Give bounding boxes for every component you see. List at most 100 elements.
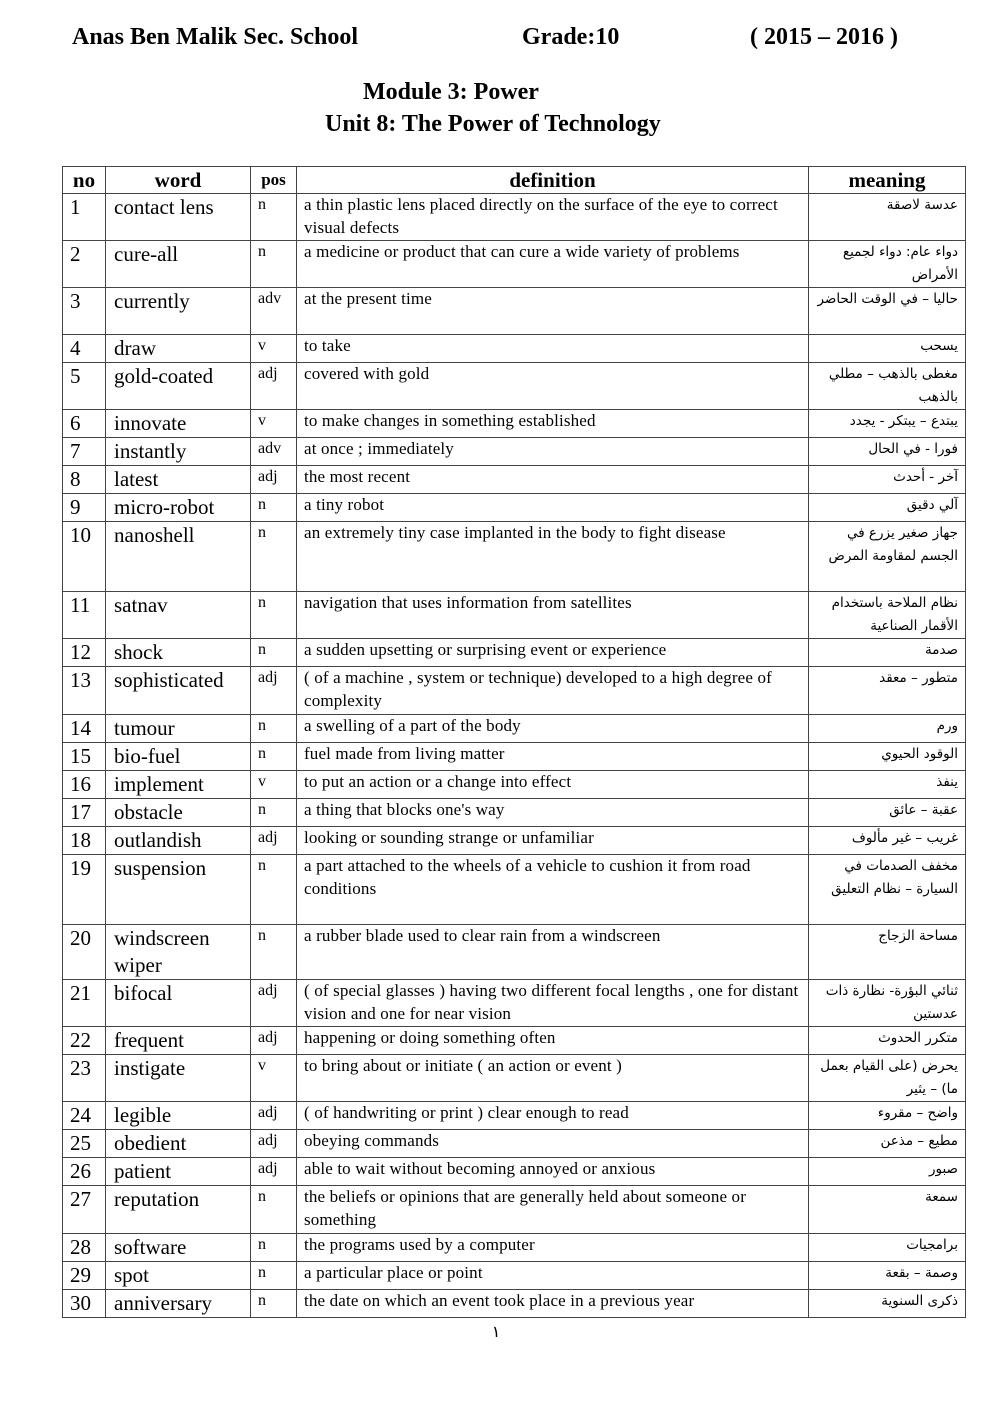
cell-definition: at once ; immediately [296,437,809,466]
cell-pos: n [250,924,297,980]
cell-pos: adj [250,666,297,715]
cell-no: 30 [62,1289,106,1318]
cell-word: instantly [105,437,251,466]
table-row: 16 implement v to put an action or a change… [62,770,966,799]
cell-meaning: واضح – مقروء [808,1101,966,1130]
cell-word: nanoshell [105,521,251,592]
cell-no: 5 [62,362,106,410]
cell-meaning: مغطى بالذهب – مطلي بالذهب [808,362,966,410]
cell-word: implement [105,770,251,799]
cell-pos: adj [250,979,297,1027]
cell-word: draw [105,334,251,363]
cell-word: sophisticated [105,666,251,715]
cell-no: 17 [62,798,106,827]
cell-pos: v [250,334,297,363]
cell-definition: to take [296,334,809,363]
cell-word: micro-robot [105,493,251,522]
cell-definition: a rubber blade used to clear rain from a… [296,924,809,980]
cell-meaning: سمعة [808,1185,966,1234]
cell-definition: looking or sounding strange or unfamilia… [296,826,809,855]
cell-no: 2 [62,240,106,288]
cell-no: 7 [62,437,106,466]
cell-no: 28 [62,1233,106,1262]
cell-no: 12 [62,638,106,667]
table-row: 29 spot n a particular place or point وصمة –… [62,1261,966,1290]
cell-meaning: فورا - في الحال [808,437,966,466]
cell-pos: n [250,798,297,827]
cell-pos: adj [250,826,297,855]
vocabulary-table: no word pos definition meaning 1 contact … [62,166,966,1318]
cell-pos: n [250,193,297,241]
cell-word: gold-coated [105,362,251,410]
cell-meaning: ينفذ [808,770,966,799]
cell-definition: a thin plastic lens placed directly on t… [296,193,809,241]
table-row: 19 suspension n a part attached to the whee… [62,854,966,925]
cell-word: contact lens [105,193,251,241]
cell-word: patient [105,1157,251,1186]
cell-definition: ( of handwriting or print ) clear enough… [296,1101,809,1130]
cell-pos: n [250,591,297,639]
cell-definition: the programs used by a computer [296,1233,809,1262]
cell-pos: v [250,409,297,438]
cell-meaning: صبور [808,1157,966,1186]
cell-definition: a tiny robot [296,493,809,522]
cell-meaning: مخفف الصدمات في السيارة – نظام التعليق [808,854,966,925]
table-row: 1 contact lens n a thin plastic lens placed… [62,193,966,241]
cell-no: 1 [62,193,106,241]
unit-title: Unit 8: The Power of Technology [325,111,661,137]
cell-word: tumour [105,714,251,743]
cell-definition: navigation that uses information from sa… [296,591,809,639]
cell-meaning: مطيع – مذعن [808,1129,966,1158]
cell-no: 8 [62,465,106,494]
cell-word: suspension [105,854,251,925]
table-row: 5 gold-coated adj covered with gold مغطى بال… [62,362,966,410]
cell-meaning: متكرر الحدوث [808,1026,966,1055]
cell-word: satnav [105,591,251,639]
cell-pos: adv [250,437,297,466]
cell-pos: n [250,714,297,743]
table-row: 12 shock n a sudden upsetting or surprising… [62,638,966,667]
cell-pos: n [250,638,297,667]
cell-meaning: آخر - أحدث [808,465,966,494]
cell-no: 24 [62,1101,106,1130]
cell-word: instigate [105,1054,251,1102]
cell-meaning: عقبة – عائق [808,798,966,827]
cell-meaning: برامجيات [808,1233,966,1262]
cell-pos: n [250,493,297,522]
cell-meaning: وصمة – بقعة [808,1261,966,1290]
cell-pos: v [250,1054,297,1102]
cell-definition: a particular place or point [296,1261,809,1290]
cell-pos: adj [250,362,297,410]
cell-definition: ( of special glasses ) having two differ… [296,979,809,1027]
cell-definition: a medicine or product that can cure a wi… [296,240,809,288]
cell-word: latest [105,465,251,494]
school-name: Anas Ben Malik Sec. School [72,24,359,50]
column-header-meaning: meaning [808,166,966,194]
cell-pos: adj [250,1026,297,1055]
cell-pos: n [250,742,297,771]
table-row: 23 instigate v to bring about or initiate (… [62,1054,966,1102]
cell-no: 11 [62,591,106,639]
cell-definition: the date on which an event took place in… [296,1289,809,1318]
grade: Grade:10 [522,24,620,50]
cell-pos: n [250,1261,297,1290]
school-year: ( 2015 – 2016 ) [750,24,898,50]
cell-meaning: مساحة الزجاج [808,924,966,980]
cell-word: innovate [105,409,251,438]
table-row: 21 bifocal adj( of special glasses ) havin… [62,979,966,1027]
cell-no: 29 [62,1261,106,1290]
cell-meaning: غريب – غير مألوف [808,826,966,855]
cell-meaning: نظام الملاحة باستخدام الأقمار الصناعية [808,591,966,639]
cell-meaning: يسحب [808,334,966,363]
table-row: 22 frequent adj happening or doing somethin… [62,1026,966,1055]
cell-no: 19 [62,854,106,925]
table-row: 27 reputation n the beliefs or opinions tha… [62,1185,966,1234]
module-title: Module 3: Power [363,79,539,105]
cell-meaning: حاليا – في الوقت الحاضر [808,287,966,335]
cell-pos: n [250,240,297,288]
cell-meaning: آلي دقيق [808,493,966,522]
table-row: 20 windscreen wiper n a rubber blade used … [62,924,966,980]
page-number: ١ [491,1324,501,1341]
table-row: 10 nanoshell n an extremely tiny case impla… [62,521,966,592]
column-header-pos: pos [250,166,297,194]
